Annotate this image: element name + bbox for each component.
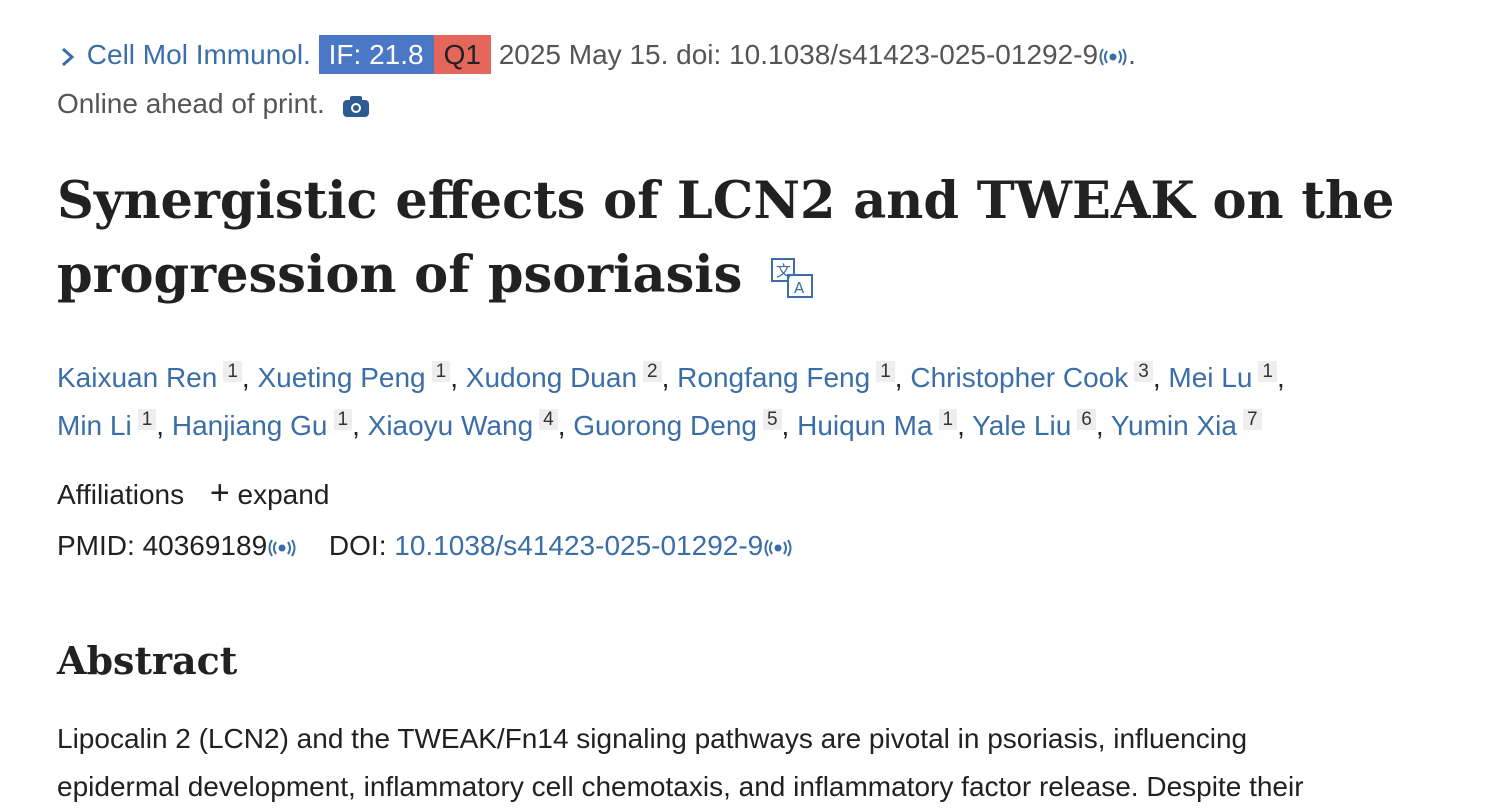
title-line: Synergistic effects of LCN2 and TWEAK on… bbox=[57, 171, 1395, 231]
affiliation-number[interactable]: 1 bbox=[938, 409, 958, 430]
author-link[interactable]: Xudong Duan bbox=[465, 362, 638, 393]
author-separator: , bbox=[1152, 362, 1161, 393]
author-link[interactable]: Kaixuan Ren bbox=[57, 362, 218, 393]
author-separator: , bbox=[894, 362, 903, 393]
title-text: progression of psoriasis bbox=[57, 245, 743, 305]
author-link[interactable]: Hanjiang Gu bbox=[171, 410, 328, 441]
author-link[interactable]: Xiaoyu Wang bbox=[367, 410, 534, 441]
authors-line: Min Li 1, Hanjiang Gu 1, Xiaoyu Wang 4, Guo… bbox=[57, 402, 1262, 444]
camera-icon[interactable] bbox=[341, 93, 371, 119]
signal-icon[interactable] bbox=[267, 538, 297, 558]
status-text: Online ahead of print. bbox=[57, 88, 325, 119]
quartile-badge: Q1 bbox=[433, 35, 491, 74]
affiliation-number[interactable]: 2 bbox=[643, 361, 662, 382]
author-separator: , bbox=[156, 410, 165, 441]
doi-link[interactable]: 10.1038/s41423-025-01292-9 bbox=[394, 530, 764, 561]
expand-toggle[interactable]: expand bbox=[237, 479, 330, 510]
author-link[interactable]: Huiqun Ma bbox=[797, 410, 933, 441]
author-separator: , bbox=[957, 410, 965, 441]
author-link[interactable]: Xueting Peng bbox=[257, 362, 426, 393]
author-link[interactable]: Christopher Cook bbox=[910, 362, 1129, 393]
affiliation-number[interactable]: 3 bbox=[1134, 361, 1153, 382]
identifiers-line: PMID: 40369189 DOI: 10.1038/s41423-025-0… bbox=[57, 528, 793, 564]
affiliation-number[interactable]: 1 bbox=[137, 409, 157, 430]
svg-text:A: A bbox=[794, 279, 805, 297]
pmid-value: 40369189 bbox=[142, 530, 268, 561]
affiliation-number[interactable]: 1 bbox=[1258, 361, 1277, 382]
author-separator: , bbox=[450, 362, 458, 393]
author-link[interactable]: Guorong Deng bbox=[573, 410, 757, 441]
plus-icon[interactable]: + bbox=[209, 474, 230, 512]
translate-icon[interactable]: 文A bbox=[770, 257, 816, 301]
author-separator: , bbox=[352, 410, 360, 441]
affiliation-number[interactable]: 4 bbox=[539, 409, 558, 430]
journal-link[interactable]: Cell Mol Immunol. bbox=[86, 39, 311, 70]
author-link[interactable]: Min Li bbox=[57, 410, 132, 441]
signal-icon[interactable] bbox=[763, 538, 793, 558]
affiliation-number[interactable]: 1 bbox=[223, 361, 242, 382]
abstract-heading: Abstract bbox=[57, 638, 238, 683]
affiliation-number[interactable]: 5 bbox=[762, 409, 782, 430]
author-separator: , bbox=[781, 410, 790, 441]
impact-factor-badge: IF: 21.8 bbox=[318, 35, 434, 74]
affiliation-number[interactable]: 7 bbox=[1242, 409, 1262, 430]
signal-icon[interactable] bbox=[1098, 47, 1128, 67]
status-line: Online ahead of print. bbox=[57, 86, 371, 122]
author-separator: , bbox=[1277, 362, 1285, 393]
affiliation-number[interactable]: 1 bbox=[333, 409, 353, 430]
author-separator: , bbox=[1095, 410, 1104, 441]
citation-end: . bbox=[1128, 39, 1136, 70]
abstract-line: Lipocalin 2 (LCN2) and the TWEAK/Fn14 si… bbox=[57, 723, 1248, 754]
citation-line: Cell Mol Immunol. IF: 21.8 Q1 2025 May 15… bbox=[57, 35, 1136, 74]
author-separator: , bbox=[661, 362, 670, 393]
author-separator: , bbox=[241, 362, 250, 393]
author-link[interactable]: Rongfang Feng bbox=[677, 362, 871, 393]
citation-text: 2025 May 15. doi: 10.1038/s41423-025-012… bbox=[498, 39, 1099, 70]
affiliation-number[interactable]: 1 bbox=[431, 361, 451, 382]
affiliations-label: Affiliations bbox=[57, 479, 185, 510]
doi-label: DOI: bbox=[328, 530, 387, 561]
author-separator: , bbox=[557, 410, 566, 441]
author-link[interactable]: Yale Liu bbox=[972, 410, 1072, 441]
pmid-label: PMID: bbox=[57, 530, 135, 561]
author-link[interactable]: Yumin Xia bbox=[1110, 410, 1237, 441]
author-link[interactable]: Mei Lu bbox=[1168, 362, 1253, 393]
abstract-line: epidermal development, inflammatory cell… bbox=[57, 771, 1304, 802]
affiliation-number[interactable]: 1 bbox=[876, 361, 895, 382]
svg-text:文: 文 bbox=[776, 262, 791, 280]
authors-line: Kaixuan Ren 1, Xueting Peng 1, Xudong Duan… bbox=[57, 354, 1285, 396]
affiliations-line: Affiliations + expand bbox=[57, 475, 329, 513]
affiliation-number[interactable]: 6 bbox=[1077, 409, 1096, 430]
chevron-icon[interactable] bbox=[57, 43, 79, 71]
